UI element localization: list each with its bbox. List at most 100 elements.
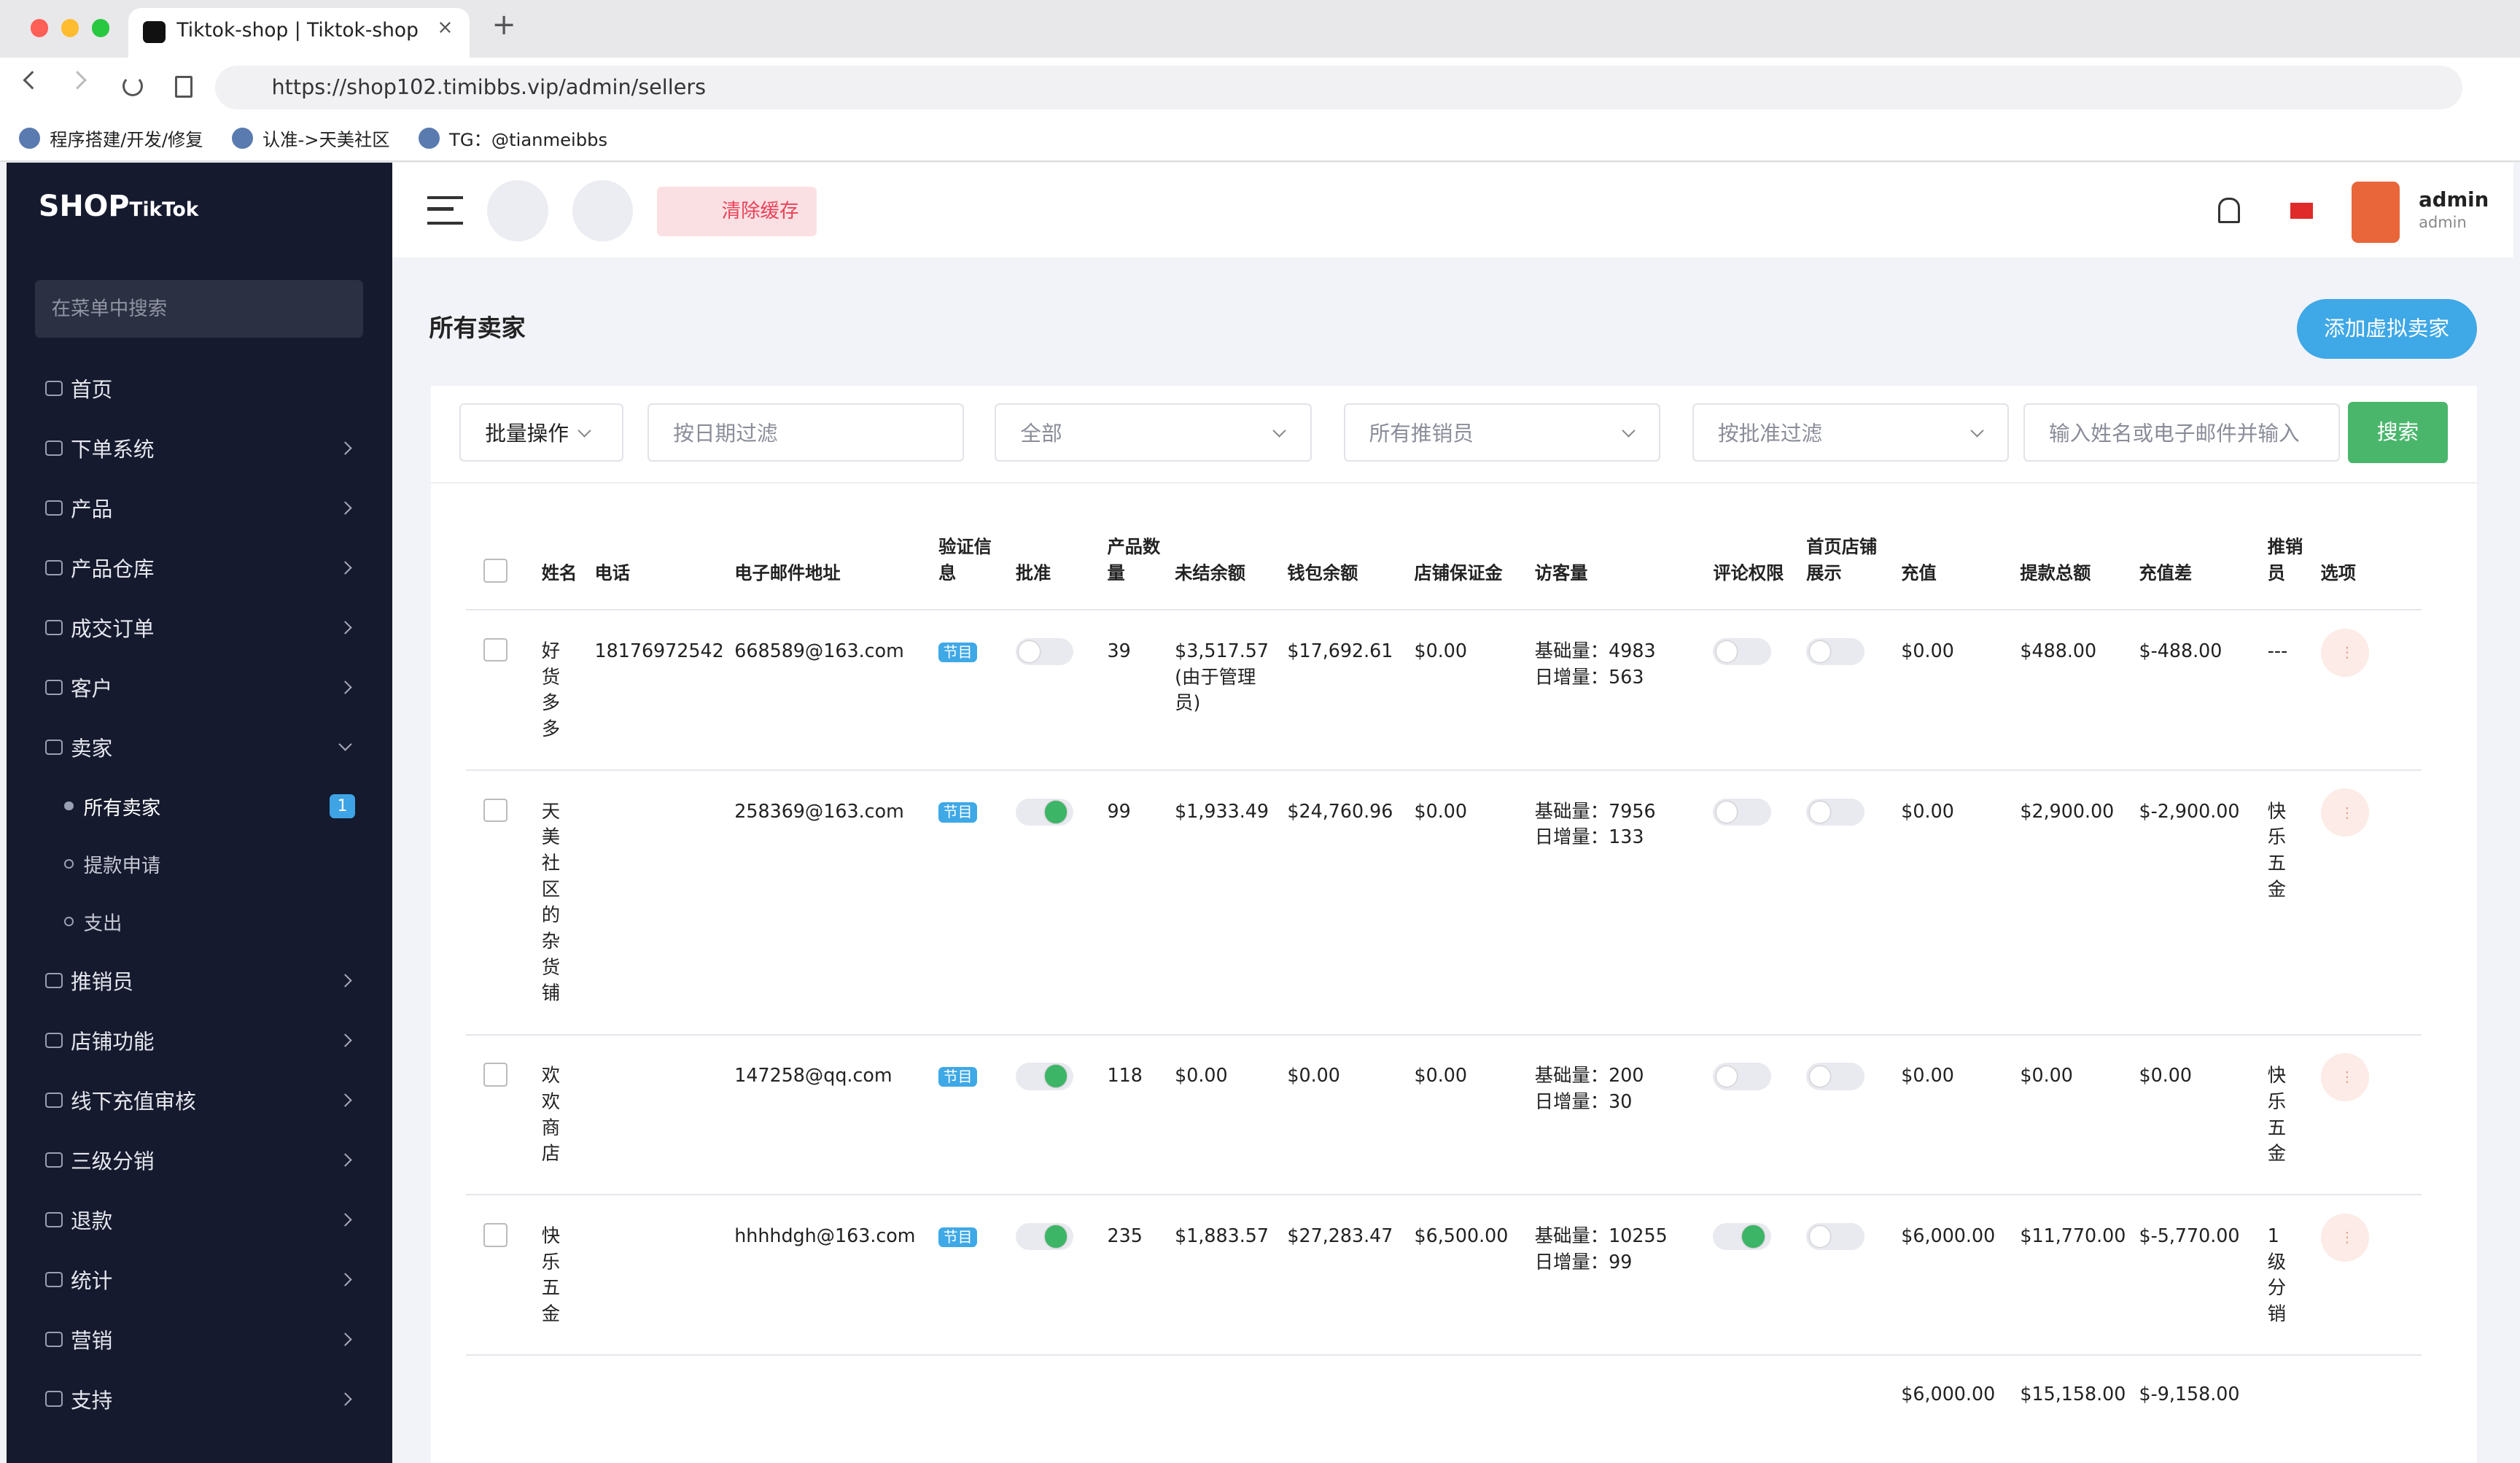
toggle-homepage[interactable] bbox=[1806, 1222, 1864, 1251]
logo: SHOPTikTok bbox=[39, 190, 198, 223]
toggle-comment[interactable] bbox=[1713, 1063, 1771, 1090]
bookmark-item[interactable]: 程序搭建/开发/修复 bbox=[19, 116, 203, 161]
menu-item[interactable]: 退款 bbox=[7, 1190, 392, 1249]
menu-item[interactable]: 线下充值审核 bbox=[7, 1070, 392, 1130]
minimize-window[interactable] bbox=[61, 19, 79, 37]
menu-item[interactable]: 产品 bbox=[7, 478, 392, 538]
menu-toggle[interactable] bbox=[427, 195, 463, 225]
reload[interactable] bbox=[122, 75, 143, 96]
bookmark-item[interactable]: TG：@tianmeibbs bbox=[419, 116, 607, 161]
cell-homepage bbox=[1806, 610, 1902, 772]
menu-item[interactable]: 三级分销 bbox=[7, 1130, 392, 1190]
checkbox[interactable] bbox=[483, 1063, 508, 1087]
close-window[interactable] bbox=[30, 19, 49, 37]
toggle-approved[interactable] bbox=[1015, 637, 1074, 666]
submenu-item[interactable]: 所有卖家 1 bbox=[7, 777, 392, 834]
address-bar[interactable]: https://shop102.timibbs.vip/admin/seller… bbox=[215, 66, 2462, 109]
cell-options bbox=[2320, 1034, 2422, 1196]
toggle-approved[interactable] bbox=[1015, 798, 1074, 826]
language-button[interactable] bbox=[486, 179, 548, 241]
search-button[interactable]: 搜索 bbox=[2348, 402, 2448, 463]
toggle-approved[interactable] bbox=[1015, 1063, 1074, 1090]
cell-name: 欢欢商店 bbox=[541, 1034, 595, 1196]
maximize-window[interactable] bbox=[91, 19, 109, 37]
totals-row: $6,000.00 $15,158.00 $-9,158.00 bbox=[466, 1355, 2422, 1435]
salesman: --- bbox=[2267, 639, 2288, 661]
forward[interactable] bbox=[68, 71, 88, 90]
checkbox[interactable] bbox=[483, 1222, 508, 1247]
withdraw: $11,770.00 bbox=[2020, 1224, 2126, 1246]
deposit: $0.00 bbox=[1414, 1064, 1468, 1087]
menu-item[interactable]: 客户 bbox=[7, 657, 392, 717]
verify-tag: 节目 bbox=[938, 1227, 978, 1248]
submenu-item[interactable]: 支出 bbox=[7, 893, 392, 950]
menu-item[interactable]: 首页 bbox=[7, 359, 392, 419]
toggle-comment[interactable] bbox=[1713, 1222, 1771, 1251]
cell-salesman: 快乐五金 bbox=[2267, 1034, 2321, 1196]
bookmark[interactable] bbox=[175, 75, 192, 98]
menu-search[interactable]: 在菜单中搜索 bbox=[35, 279, 364, 338]
browser-tab[interactable]: Tiktok-shop | Tiktok-shop × bbox=[128, 8, 470, 58]
menu-item[interactable]: 下单系统 bbox=[7, 418, 392, 478]
menu-item[interactable]: 卖家 bbox=[7, 717, 392, 777]
clear-cache-button[interactable]: 清除缓存 bbox=[657, 186, 817, 236]
toggle-homepage[interactable] bbox=[1806, 1063, 1864, 1090]
cell-verify: 节目 bbox=[938, 1034, 1016, 1196]
filter-approval[interactable]: 按批准过滤 bbox=[1692, 403, 2010, 462]
avatar[interactable] bbox=[2351, 182, 2400, 243]
notifications[interactable] bbox=[2217, 198, 2240, 223]
menu-label: 统计 bbox=[70, 1268, 113, 1293]
cell-approved bbox=[1015, 610, 1108, 772]
menu-label: 三级分销 bbox=[70, 1148, 155, 1173]
options-button[interactable] bbox=[2320, 1052, 2369, 1101]
back[interactable] bbox=[23, 71, 42, 90]
filter-date-placeholder[interactable]: 按日期过滤 bbox=[648, 403, 965, 462]
filter-salesman[interactable]: 所有推销员 bbox=[1343, 403, 1660, 462]
dropdown-caret bbox=[1272, 424, 1286, 438]
menu-icon bbox=[44, 679, 63, 696]
menu-toggle-bar bbox=[427, 207, 454, 211]
toggle-comment[interactable] bbox=[1713, 637, 1771, 666]
products: 39 bbox=[1107, 639, 1131, 661]
bookmarks-bar: 程序搭建/开发/修复 认准->天美社区 TG：@tianmeibbs bbox=[0, 115, 2520, 163]
print-button[interactable] bbox=[572, 179, 634, 241]
toggle-approved[interactable] bbox=[1015, 1222, 1074, 1251]
options-button[interactable] bbox=[2320, 788, 2369, 837]
submenu-label: 支出 bbox=[83, 912, 122, 936]
tab-close[interactable]: × bbox=[437, 16, 454, 39]
cell-approved bbox=[1015, 1034, 1108, 1196]
menu-item[interactable]: 成交订单 bbox=[7, 597, 392, 657]
flag[interactable] bbox=[2290, 202, 2313, 219]
menu-item[interactable]: 营销 bbox=[7, 1309, 392, 1369]
toggle-comment[interactable] bbox=[1713, 798, 1771, 826]
menu-item[interactable]: 统计 bbox=[7, 1249, 392, 1309]
add-seller-button[interactable]: 添加虚拟卖家 bbox=[2296, 298, 2477, 359]
menu-item[interactable]: 店铺功能 bbox=[7, 1010, 392, 1070]
menu-label: 退款 bbox=[70, 1208, 113, 1233]
menu-item[interactable]: 推销员 bbox=[7, 950, 392, 1010]
checkbox[interactable] bbox=[483, 798, 508, 823]
diff: $-2,900.00 bbox=[2139, 799, 2240, 822]
filter-status[interactable]: 全部 bbox=[995, 403, 1312, 462]
menu-icon bbox=[44, 380, 63, 397]
filter-search-placeholder[interactable]: 输入姓名或电子邮件并输入 bbox=[2023, 403, 2341, 462]
cell-salesman: 快乐五金 bbox=[2267, 770, 2321, 1036]
toggle-homepage[interactable] bbox=[1806, 798, 1864, 826]
new-tab[interactable]: + bbox=[491, 8, 516, 42]
options-button[interactable] bbox=[2320, 628, 2369, 677]
bookmark-item[interactable]: 认准->天美社区 bbox=[232, 116, 390, 161]
email: 258369@163.com bbox=[734, 799, 904, 822]
options-button[interactable] bbox=[2320, 1213, 2369, 1262]
toggle-homepage[interactable] bbox=[1806, 637, 1864, 666]
checkbox[interactable] bbox=[483, 558, 508, 583]
verify-tag: 节目 bbox=[938, 802, 978, 823]
menu-item[interactable]: 产品仓库 bbox=[7, 538, 392, 597]
submenu-item[interactable]: 提款申请 bbox=[7, 835, 392, 893]
cell-diff: $-2,900.00 bbox=[2139, 770, 2268, 1036]
visitor-stat: 日增量：563 bbox=[1534, 665, 1644, 688]
checkbox[interactable] bbox=[483, 637, 508, 662]
filter-bulk[interactable]: 批量操作 bbox=[459, 403, 624, 462]
cell-recharge: $6,000.00 bbox=[1901, 1195, 2021, 1357]
menu-item[interactable]: 支持 bbox=[7, 1369, 392, 1429]
